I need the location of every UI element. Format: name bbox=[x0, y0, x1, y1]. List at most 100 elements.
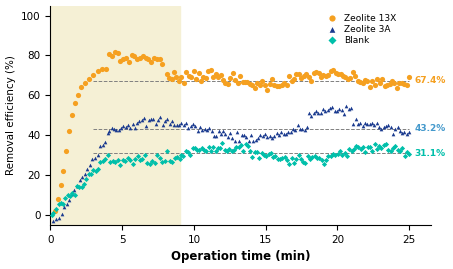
Point bbox=[371, 83, 378, 87]
Point bbox=[280, 132, 287, 136]
Point bbox=[77, 85, 84, 90]
Point bbox=[92, 169, 99, 173]
Point bbox=[138, 118, 145, 122]
Point bbox=[364, 145, 371, 149]
Point bbox=[295, 72, 303, 76]
Point bbox=[94, 167, 101, 171]
Point bbox=[255, 136, 262, 140]
Point bbox=[284, 130, 292, 134]
Point bbox=[60, 169, 67, 174]
Point bbox=[310, 111, 318, 115]
Point bbox=[224, 82, 231, 86]
Point bbox=[117, 59, 124, 63]
Point bbox=[288, 79, 295, 83]
Point bbox=[392, 144, 399, 148]
Point bbox=[74, 93, 82, 98]
Point bbox=[151, 161, 159, 165]
Point bbox=[305, 75, 312, 79]
Point bbox=[231, 147, 238, 152]
Point bbox=[393, 86, 400, 90]
Point bbox=[184, 150, 192, 154]
Text: 67.4%: 67.4% bbox=[415, 76, 446, 85]
Point bbox=[108, 125, 115, 130]
Point bbox=[59, 201, 67, 206]
Point bbox=[376, 81, 383, 86]
Point bbox=[86, 77, 93, 82]
Point bbox=[183, 70, 190, 74]
Point bbox=[399, 146, 406, 150]
Point bbox=[196, 148, 203, 152]
Point bbox=[364, 79, 371, 83]
Point bbox=[175, 79, 183, 83]
Point bbox=[238, 133, 246, 138]
Point bbox=[311, 154, 318, 158]
Point bbox=[159, 62, 166, 66]
Point bbox=[142, 56, 149, 61]
Point bbox=[104, 130, 111, 135]
Point bbox=[386, 81, 393, 86]
Point bbox=[381, 84, 388, 88]
Point bbox=[180, 153, 187, 158]
Point bbox=[369, 79, 376, 84]
Point bbox=[207, 149, 215, 153]
Point bbox=[223, 149, 231, 153]
Point bbox=[104, 153, 111, 158]
Point bbox=[343, 153, 351, 158]
Point bbox=[212, 134, 220, 138]
Point bbox=[378, 146, 385, 150]
Point bbox=[134, 121, 141, 126]
Point bbox=[253, 150, 260, 154]
Point bbox=[55, 202, 62, 206]
Point bbox=[316, 156, 323, 161]
Point bbox=[334, 151, 341, 156]
Point bbox=[401, 130, 408, 134]
Point bbox=[293, 157, 300, 161]
Point bbox=[90, 168, 97, 172]
Point bbox=[178, 75, 185, 79]
Point bbox=[201, 126, 208, 131]
Point bbox=[234, 81, 241, 85]
Point bbox=[73, 183, 81, 188]
Point bbox=[244, 143, 251, 148]
Point bbox=[354, 79, 361, 83]
Point bbox=[364, 122, 371, 126]
Point bbox=[161, 159, 169, 163]
Point bbox=[352, 144, 360, 148]
Point bbox=[276, 84, 283, 89]
Point bbox=[81, 182, 88, 186]
Point bbox=[239, 79, 246, 84]
Point bbox=[401, 154, 408, 159]
Point bbox=[260, 153, 268, 157]
Point bbox=[61, 205, 68, 209]
Point bbox=[303, 72, 310, 76]
Point bbox=[66, 197, 73, 202]
Point bbox=[99, 143, 106, 147]
Point bbox=[403, 82, 410, 87]
Point bbox=[165, 76, 173, 80]
Point bbox=[78, 185, 85, 189]
Point bbox=[192, 124, 199, 128]
Point bbox=[140, 116, 148, 120]
Point bbox=[280, 80, 288, 85]
Point bbox=[298, 76, 305, 80]
Point bbox=[163, 72, 170, 77]
Point bbox=[173, 75, 180, 79]
Point bbox=[108, 54, 116, 58]
Point bbox=[164, 117, 171, 121]
Point bbox=[141, 153, 149, 157]
Point bbox=[281, 155, 288, 159]
Point bbox=[114, 51, 121, 55]
Point bbox=[236, 139, 243, 143]
Point bbox=[250, 139, 257, 143]
Point bbox=[272, 154, 279, 158]
Point bbox=[198, 79, 205, 83]
Point bbox=[86, 163, 93, 167]
Point bbox=[254, 81, 261, 85]
Point bbox=[229, 71, 236, 76]
Point bbox=[212, 149, 219, 153]
Point bbox=[334, 72, 342, 76]
Point bbox=[371, 142, 378, 146]
Point bbox=[259, 79, 266, 83]
Point bbox=[166, 159, 173, 163]
Point bbox=[279, 155, 286, 160]
